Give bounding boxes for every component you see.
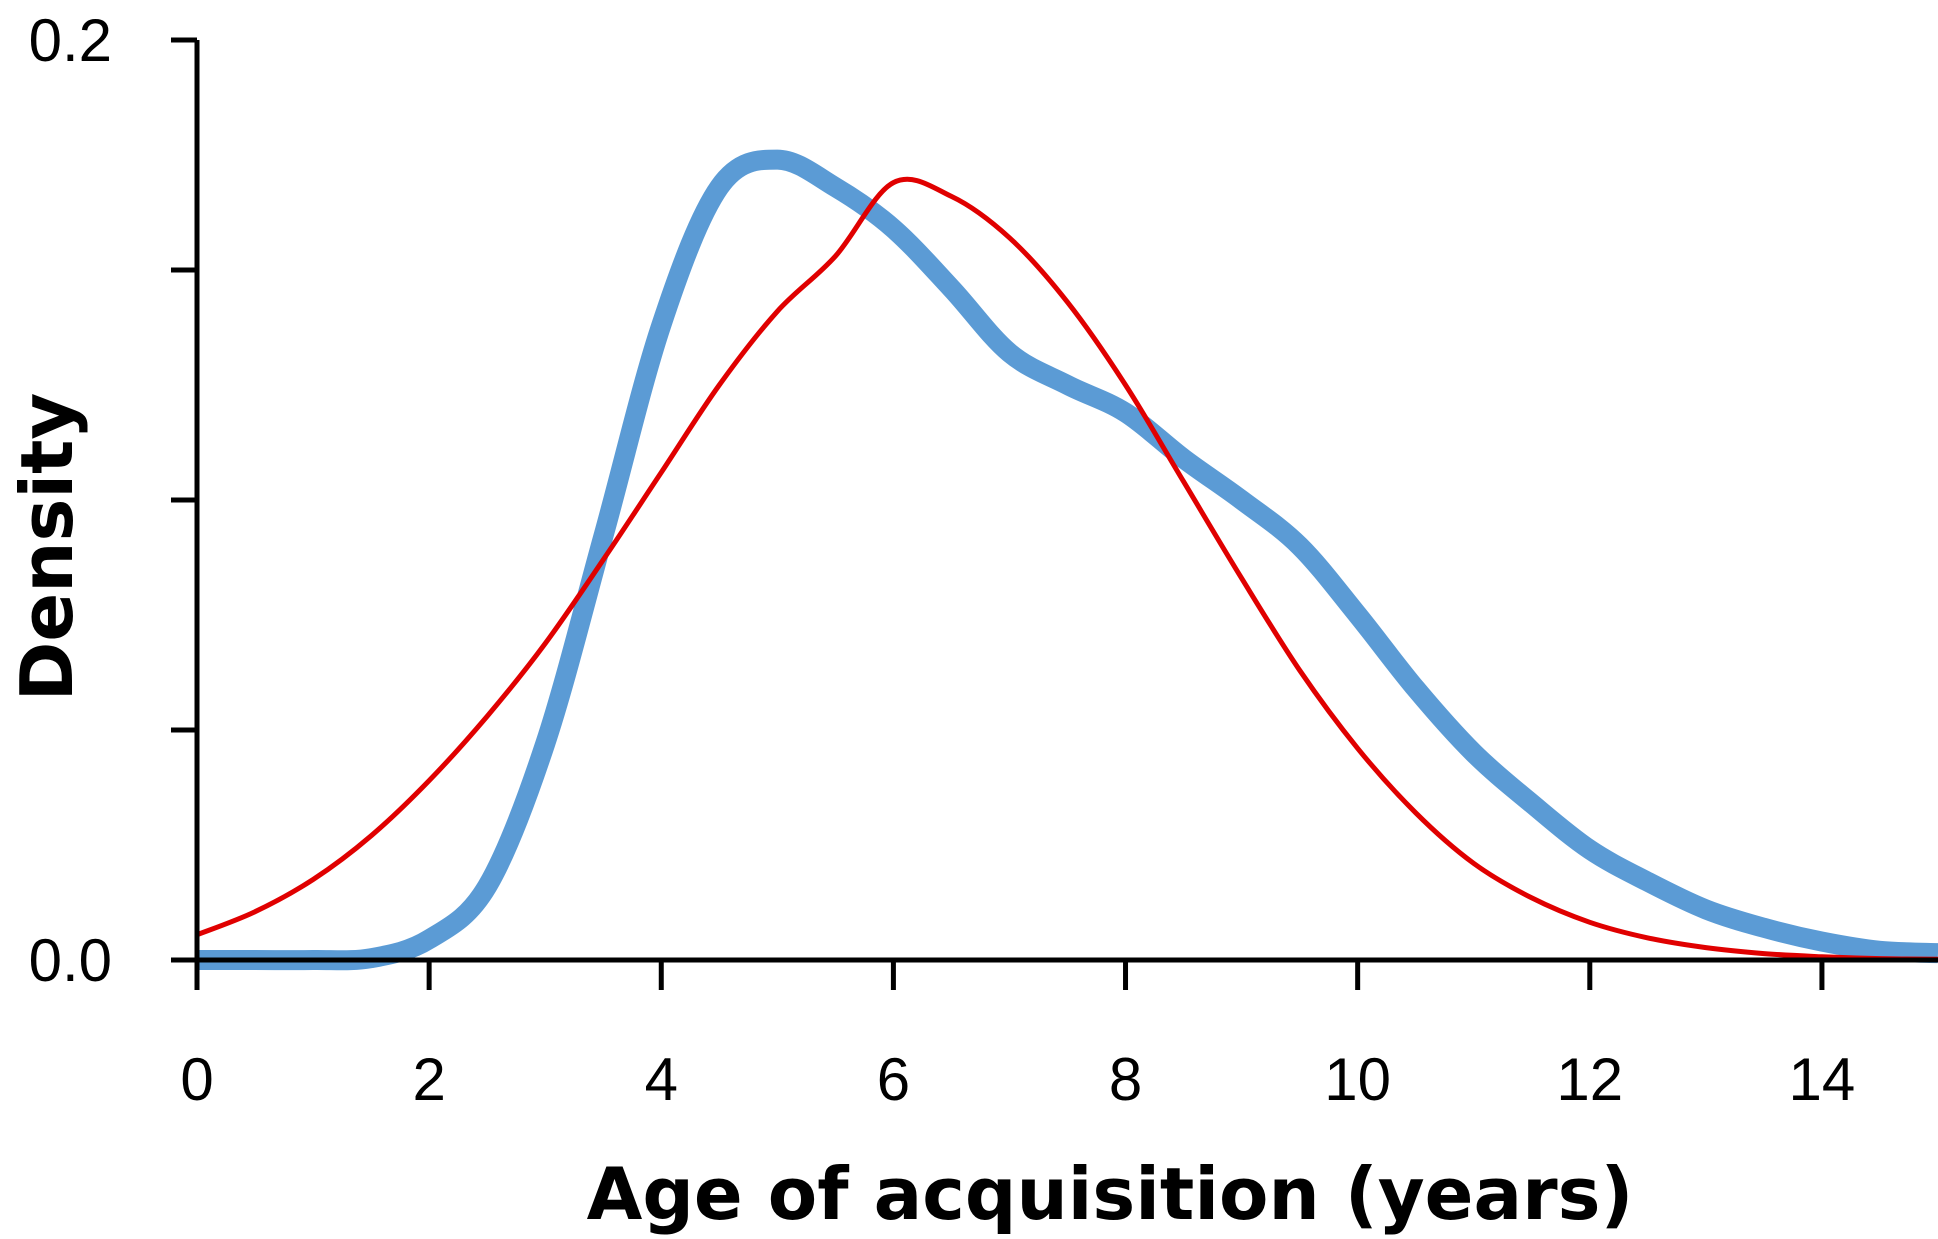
x-tick-label: 6	[877, 1046, 910, 1113]
x-tick-label: 2	[412, 1046, 445, 1113]
x-tick-label: 8	[1109, 1046, 1142, 1113]
x-tick-label: 14	[1789, 1046, 1856, 1113]
series-line-1	[197, 149, 1938, 971]
y-tick-label: 0.0	[29, 927, 112, 994]
y-axis-ticks: 0.0 0.2	[29, 7, 197, 994]
x-tick-label: 0	[180, 1046, 213, 1113]
x-axis-ticks: 0 2 4 6 8 10 12 14	[180, 960, 1855, 1113]
x-tick-label: 12	[1556, 1046, 1623, 1113]
series-layer	[196, 149, 1938, 971]
x-tick-label: 4	[645, 1046, 678, 1113]
x-tick-label: 10	[1324, 1046, 1391, 1113]
y-axis-title: Density	[5, 393, 89, 702]
x-axis-title: Age of acquisition (years)	[587, 1152, 1634, 1236]
y-tick-label: 0.2	[29, 7, 112, 74]
series-line-2	[196, 176, 1938, 962]
